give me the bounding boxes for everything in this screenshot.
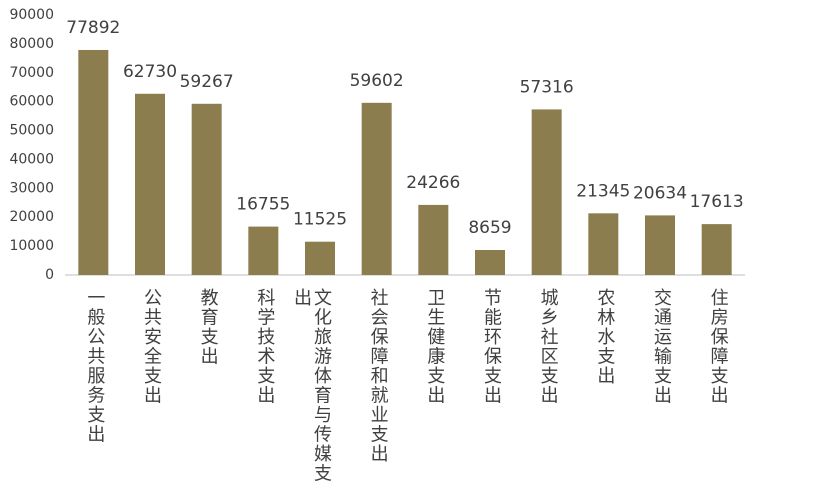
data-label: 16755 <box>236 195 290 215</box>
bar <box>78 49 109 275</box>
x-tick-label: 节能环保支出 <box>481 288 502 405</box>
bar <box>645 215 675 275</box>
data-label: 20634 <box>633 183 687 203</box>
data-label: 17613 <box>690 192 744 212</box>
x-tick-label: 社会保障和就业支出 <box>367 288 389 464</box>
bar <box>135 93 165 275</box>
data-label: 8659 <box>468 218 511 238</box>
x-tick-label: 教育支出 <box>197 288 219 366</box>
bar <box>191 103 222 275</box>
y-tick-label: 40000 <box>9 151 54 167</box>
x-tick-label: 公共安全支出 <box>141 288 162 405</box>
bar <box>531 109 562 275</box>
data-label: 24266 <box>406 173 460 193</box>
y-tick-label: 90000 <box>9 7 54 23</box>
data-label: 77892 <box>66 18 120 38</box>
y-tick-label: 70000 <box>9 65 54 81</box>
bar <box>361 102 392 276</box>
data-label: 59602 <box>350 71 404 91</box>
x-tick-label: 文化旅游体育与传媒支出 <box>291 288 332 483</box>
data-label: 57316 <box>520 77 574 97</box>
x-tick-label: 农林水支出 <box>594 288 616 386</box>
x-tick-label: 科学技术支出 <box>254 288 276 405</box>
data-label: 21345 <box>576 181 630 201</box>
x-tick-label: 城乡社区支出 <box>537 288 559 405</box>
x-tick-label: 住房保障支出 <box>707 288 729 405</box>
y-tick-label: 30000 <box>9 180 54 196</box>
bar <box>418 204 449 275</box>
bar <box>588 213 619 275</box>
y-tick-label: 80000 <box>9 36 54 52</box>
x-tick-label: 一般公共服务支出 <box>84 288 106 444</box>
data-label: 62730 <box>123 62 177 82</box>
x-tick-label: 卫生健康支出 <box>424 288 446 405</box>
data-label: 11525 <box>293 210 347 230</box>
bar <box>248 226 279 275</box>
y-tick-label: 60000 <box>9 94 54 110</box>
y-tick-label: 20000 <box>9 209 54 225</box>
bar <box>305 241 335 275</box>
y-tick-label: 0 <box>45 267 54 283</box>
x-tick-label: 交通运输支出 <box>651 288 672 405</box>
bar <box>701 224 732 275</box>
y-tick-label: 10000 <box>9 238 54 254</box>
data-label: 59267 <box>180 72 234 92</box>
bar <box>475 249 505 275</box>
y-tick-label: 50000 <box>9 123 54 139</box>
